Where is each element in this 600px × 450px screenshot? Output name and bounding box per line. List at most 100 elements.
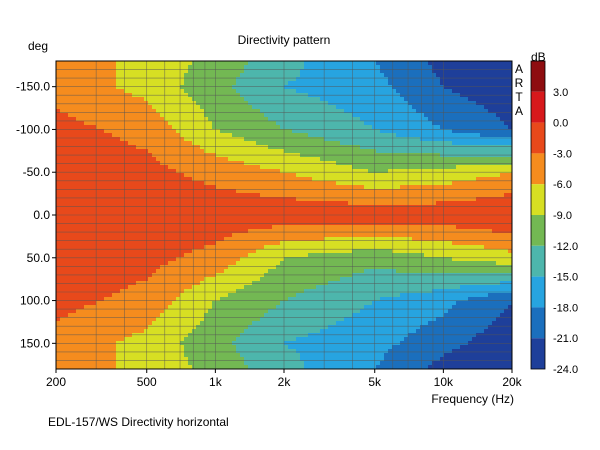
heatmap-cell (68, 141, 73, 146)
heatmap-cell (340, 205, 345, 210)
heatmap-cell (304, 177, 309, 182)
heatmap-cell (76, 81, 81, 86)
heatmap-cell (140, 105, 145, 110)
heatmap-cell (192, 169, 197, 174)
heatmap-cell (156, 193, 161, 198)
heatmap-cell (232, 121, 237, 126)
heatmap-cell (204, 197, 209, 202)
heatmap-cell (464, 97, 469, 102)
heatmap-cell (464, 189, 469, 194)
heatmap-cell (236, 85, 241, 90)
heatmap-cell (164, 129, 169, 134)
heatmap-cell (388, 73, 393, 78)
heatmap-cell (360, 141, 365, 146)
heatmap-cell (128, 197, 133, 202)
heatmap-cell (196, 185, 201, 190)
heatmap-cell (476, 185, 481, 190)
heatmap-cell (148, 149, 153, 154)
heatmap-cell (172, 233, 177, 238)
heatmap-cell (472, 193, 477, 198)
heatmap-cell (268, 61, 273, 66)
heatmap-cell (140, 145, 145, 150)
heatmap-cell (152, 69, 157, 74)
heatmap-cell (80, 233, 85, 238)
heatmap-cell (368, 77, 373, 82)
heatmap-cell (148, 109, 153, 114)
heatmap-cell (188, 109, 193, 114)
heatmap-cell (156, 201, 161, 206)
heatmap-cell (208, 77, 213, 82)
heatmap-cell (104, 189, 109, 194)
heatmap-cell (308, 185, 313, 190)
heatmap-cell (228, 117, 233, 122)
heatmap-cell (436, 133, 441, 138)
heatmap-cell (492, 129, 497, 134)
heatmap-cell (304, 133, 309, 138)
heatmap-cell (476, 117, 481, 122)
heatmap-cell (392, 105, 397, 110)
heatmap-cell (476, 169, 481, 174)
heatmap-cell (352, 109, 357, 114)
heatmap-cell (220, 101, 225, 106)
heatmap-cell (408, 161, 413, 166)
heatmap-cell (284, 109, 289, 114)
heatmap-cell (220, 181, 225, 186)
heatmap-cell (404, 161, 409, 166)
heatmap-cell (364, 145, 369, 150)
heatmap-cell (196, 177, 201, 182)
heatmap-cell (508, 141, 512, 146)
heatmap-cell (308, 169, 313, 174)
heatmap-cell (276, 165, 281, 170)
heatmap-cell (428, 109, 433, 114)
heatmap-cell (412, 229, 417, 234)
heatmap-cell (412, 117, 417, 122)
heatmap-cell (304, 165, 309, 170)
heatmap-cell (188, 189, 193, 194)
heatmap-cell (196, 97, 201, 102)
heatmap-cell (228, 173, 233, 178)
heatmap-cell (76, 189, 81, 194)
heatmap-cell (468, 197, 473, 202)
heatmap-cell (412, 89, 417, 94)
heatmap-cell (164, 185, 169, 190)
heatmap-cell (496, 101, 501, 106)
heatmap-cell (408, 225, 413, 230)
heatmap-cell (124, 97, 129, 102)
heatmap-cell (448, 217, 453, 222)
heatmap-cell (212, 145, 217, 150)
heatmap-cell (156, 109, 161, 114)
heatmap-cell (136, 73, 141, 78)
heatmap-cell (344, 137, 349, 142)
heatmap-cell (340, 129, 345, 134)
heatmap-cell (216, 113, 221, 118)
heatmap-cell (216, 137, 221, 142)
heatmap-cell (308, 73, 313, 78)
heatmap-cell (368, 161, 373, 166)
heatmap-cell (444, 201, 449, 206)
heatmap-cell (324, 193, 329, 198)
heatmap-cell (268, 125, 273, 130)
heatmap-cell (492, 97, 497, 102)
heatmap-cell (108, 181, 113, 186)
heatmap-cell (76, 89, 81, 94)
heatmap-cell (180, 233, 185, 238)
heatmap-cell (428, 141, 433, 146)
heatmap-cell (452, 145, 457, 150)
heatmap-cell (148, 225, 153, 230)
heatmap-cell (140, 81, 145, 86)
heatmap-cell (304, 189, 309, 194)
heatmap-cell (452, 189, 457, 194)
heatmap-cell (444, 145, 449, 150)
heatmap-cell (236, 61, 241, 66)
heatmap-cell (200, 233, 205, 238)
heatmap-cell (244, 101, 249, 106)
heatmap-cell (216, 189, 221, 194)
heatmap-cell (296, 69, 301, 74)
heatmap-cell (184, 169, 189, 174)
heatmap-cell (440, 173, 445, 178)
heatmap-cell (144, 149, 149, 154)
heatmap-cell (80, 185, 85, 190)
heatmap-cell (68, 109, 73, 114)
heatmap-cell (108, 149, 113, 154)
heatmap-cell (276, 141, 281, 146)
